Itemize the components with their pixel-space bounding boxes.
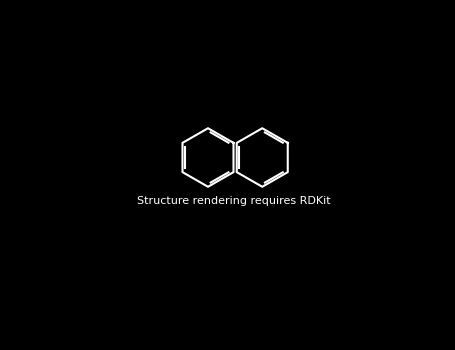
Text: Structure rendering requires RDKit: Structure rendering requires RDKit (137, 196, 330, 206)
